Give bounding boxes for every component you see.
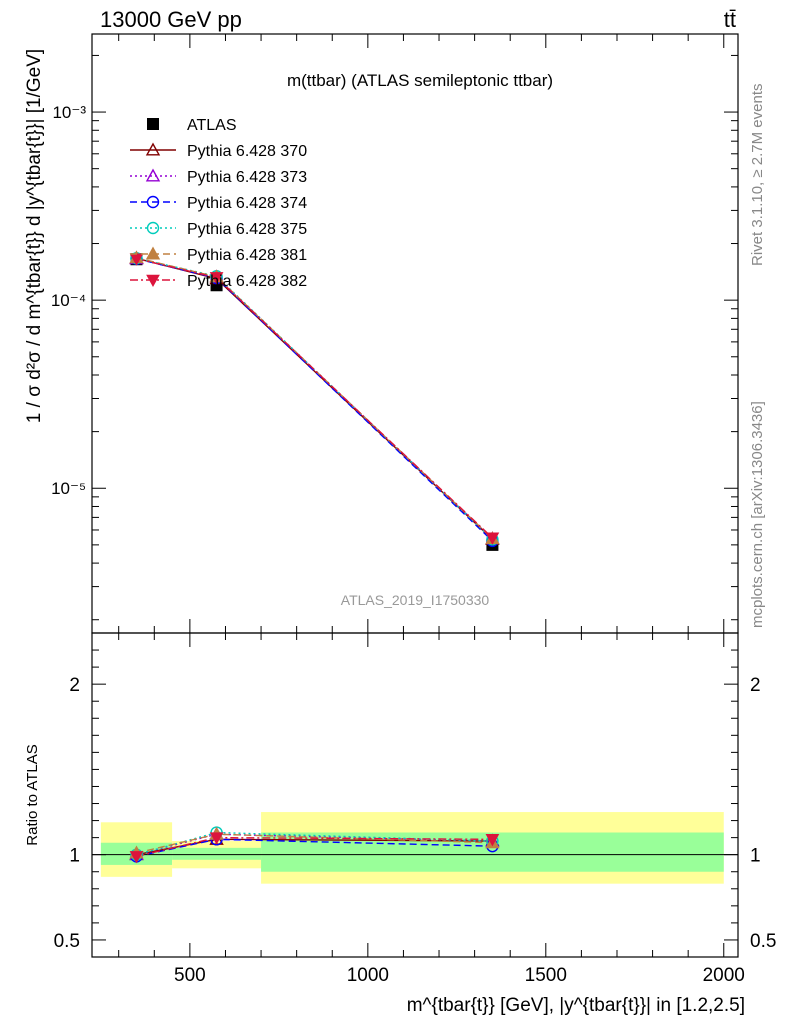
- x-tick-label: 500: [174, 965, 206, 986]
- data-point-s6-p2: [485, 532, 500, 545]
- legend-label: Pythia 6.428 370: [187, 143, 307, 160]
- legend-label: Pythia 6.428 382: [187, 273, 307, 290]
- legend-item: Pythia 6.428 381: [130, 246, 307, 264]
- legend-label: Pythia 6.428 375: [187, 221, 307, 238]
- ratio-y-tick-label-right: 1: [750, 846, 761, 867]
- ratio-y-tick-label-left: 2: [69, 675, 80, 696]
- main-series-markers: [129, 250, 500, 551]
- ratio-y-tick-label-left: 1: [69, 846, 80, 867]
- main-series-lines: [136, 257, 493, 542]
- ratio-y-tick-label-right: 0.5: [750, 931, 776, 952]
- ratio-y-tick-label-left: 0.5: [54, 931, 80, 952]
- legend-marker: [146, 195, 160, 209]
- legend-label: ATLAS: [187, 117, 237, 134]
- x-axis-label: m^{tbar{t}} [GeV], |y^{tbar{t}}| in [1.2…: [407, 995, 745, 1016]
- series-line-5: [136, 257, 493, 540]
- main-axis-ticks: 10⁻⁵ 10⁻⁴ 10⁻³: [51, 34, 738, 633]
- legend-item: Pythia 6.428 375: [130, 221, 307, 238]
- header-left: 13000 GeV pp: [100, 7, 242, 32]
- x-tick-label: 1000: [347, 965, 389, 986]
- legend-marker: [146, 221, 160, 235]
- legend-marker: [145, 168, 161, 182]
- legend: ATLAS Pythia 6.428 370 Pythia 6.428 373 Pyt…: [130, 117, 307, 290]
- ratio-axis-ticks: 0.5 0.5 1 1 2 2 500 1000 1500 2000: [54, 633, 776, 986]
- main-y-axis-label: 1 / σ d²σ / d m^{tbar{t}} d |y^{tbar{t}}…: [24, 49, 45, 423]
- series-line-6: [136, 258, 493, 539]
- legend-marker: [145, 142, 161, 156]
- legend-marker: [145, 246, 161, 260]
- series-line-2: [136, 258, 493, 540]
- ratio-frame: [91, 632, 739, 958]
- main-y-tick-label: 10⁻⁵: [51, 479, 86, 498]
- main-y-tick-label: 10⁻³: [52, 103, 86, 122]
- series-line-4: [136, 257, 493, 540]
- inner-band-1: [172, 847, 262, 860]
- mcplots-label: mcplots.cern.ch [arXiv:1306.3436]: [749, 401, 766, 628]
- legend-item: Pythia 6.428 374: [130, 195, 307, 212]
- legend-label: Pythia 6.428 381: [187, 247, 307, 264]
- main-panel: 10⁻⁵ 10⁻⁴ 10⁻³ m(ttbar) (ATLAS semileptoni…: [24, 33, 739, 634]
- data-point-s6-p1: [209, 272, 224, 285]
- ratio-point-s5-p1: [209, 832, 224, 845]
- legend-marker: [146, 274, 160, 288]
- main-y-tick-label: 10⁻⁴: [51, 291, 86, 310]
- x-tick-label: 2000: [703, 965, 745, 986]
- series-line-1: [136, 257, 493, 540]
- main-title: m(ttbar) (ATLAS semileptonic ttbar): [287, 71, 553, 90]
- ratio-series-markers: [129, 826, 500, 864]
- ratio-y-axis-label: Ratio to ATLAS: [24, 744, 41, 845]
- watermark: ATLAS_2019_I1750330: [341, 592, 490, 608]
- ratio-uncertainty-bands: [100, 812, 724, 884]
- legend-item: Pythia 6.428 373: [130, 168, 307, 186]
- ratio-line-1: [136, 833, 493, 856]
- ratio-y-tick-label-right: 2: [750, 675, 761, 696]
- ratio-panel: 0.5 0.5 1 1 2 2 500 1000 1500 2000 Ratio to ATLAS…: [24, 632, 776, 1016]
- legend-item: Pythia 6.428 382: [130, 273, 307, 290]
- x-tick-label: 1500: [525, 965, 567, 986]
- legend-item: Pythia 6.428 370: [130, 142, 307, 160]
- series-line-3: [136, 258, 493, 542]
- legend-label: Pythia 6.428 374: [187, 195, 307, 212]
- legend-item: ATLAS: [147, 117, 237, 134]
- header-right: tt̄: [724, 7, 736, 32]
- legend-marker: [147, 118, 159, 130]
- ratio-point-s5-p2: [485, 834, 500, 847]
- legend-label: Pythia 6.428 373: [187, 169, 307, 186]
- ratio-point-s5-p0: [129, 851, 144, 864]
- rivet-label: Rivet 3.1.10, ≥ 2.7M events: [749, 84, 766, 267]
